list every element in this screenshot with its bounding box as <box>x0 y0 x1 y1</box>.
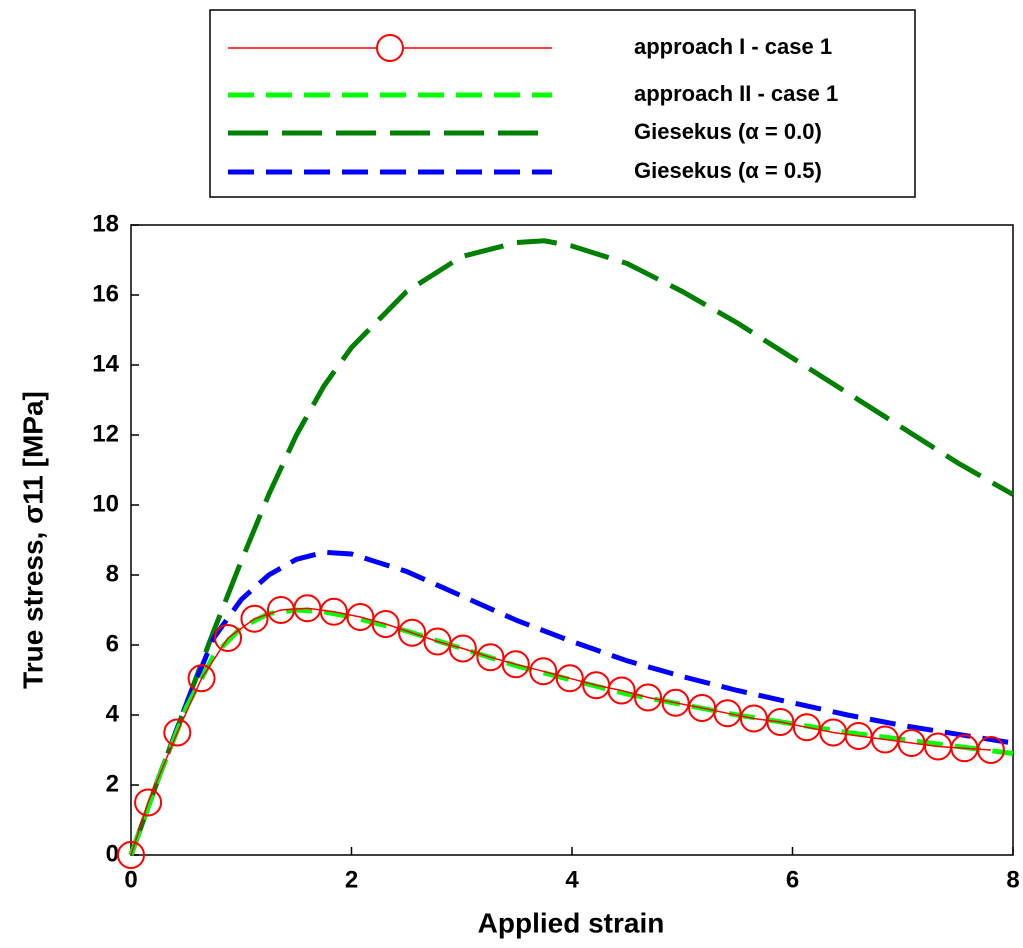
legend-marker <box>376 34 404 62</box>
marker <box>371 610 400 638</box>
x-tick-label: 6 <box>786 866 799 893</box>
y-axis-label: True stress, σ11 [MPa] <box>17 391 48 689</box>
legend-label: approach I - case 1 <box>634 34 832 59</box>
marker <box>134 788 163 817</box>
marker <box>423 627 452 656</box>
marker <box>607 676 636 705</box>
y-tick-label: 4 <box>106 700 120 727</box>
y-tick-label: 18 <box>92 210 119 237</box>
series-line <box>128 238 1015 856</box>
marker <box>117 841 145 869</box>
marker <box>476 643 505 672</box>
legend-label: Giesekus (α = 0.0) <box>634 119 822 144</box>
marker <box>713 699 742 728</box>
marker <box>214 624 243 652</box>
legend-label: Giesekus (α = 0.5) <box>634 158 822 183</box>
marker <box>240 604 269 633</box>
x-tick-label: 0 <box>124 866 137 893</box>
marker <box>448 634 477 663</box>
y-tick-label: 0 <box>106 840 119 867</box>
series-line <box>130 607 991 856</box>
legend-label: approach II - case 1 <box>634 81 838 106</box>
x-tick-label: 4 <box>565 866 579 893</box>
y-tick-label: 16 <box>92 280 119 307</box>
marker <box>319 597 348 626</box>
series-line <box>128 607 1014 856</box>
marker <box>766 708 795 736</box>
marker <box>346 603 375 631</box>
marker <box>187 664 216 693</box>
y-tick-label: 10 <box>92 490 119 517</box>
y-tick-label: 14 <box>92 350 119 377</box>
marker <box>529 657 558 686</box>
marker <box>792 713 821 742</box>
x-tick-label: 8 <box>1006 866 1019 893</box>
marker <box>976 736 1005 764</box>
y-tick-label: 12 <box>92 420 119 447</box>
x-tick-label: 2 <box>345 866 358 893</box>
marker <box>634 683 663 712</box>
marker <box>398 618 427 647</box>
series-line <box>128 549 1014 856</box>
y-tick-label: 6 <box>106 630 119 657</box>
y-tick-label: 8 <box>106 560 119 587</box>
y-tick-label: 2 <box>106 770 119 797</box>
x-axis-label: Applied strain <box>478 907 665 938</box>
marker <box>501 650 530 679</box>
legend-box <box>209 9 916 198</box>
marker <box>163 718 192 747</box>
marker <box>555 664 584 693</box>
plot-frame <box>130 224 1014 856</box>
marker <box>661 688 690 717</box>
